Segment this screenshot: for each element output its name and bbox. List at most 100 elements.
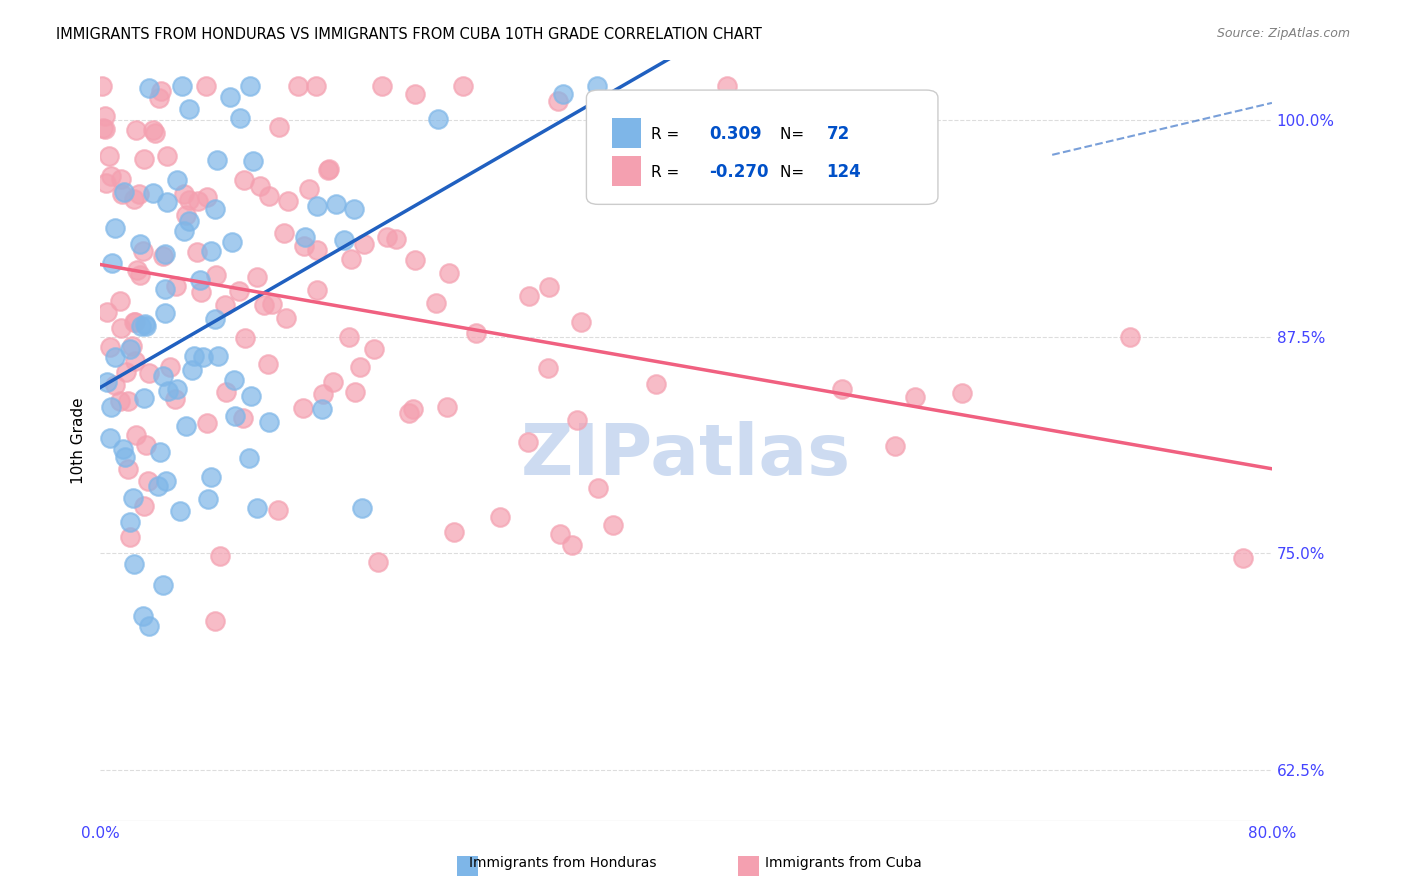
Immigrants from Honduras (294, 230, 316, 244)
Immigrants from Cuba (208, 549, 231, 563)
Immigrants from Cuba (117, 461, 139, 475)
Immigrants from Cuba (132, 500, 155, 514)
Immigrants from Cuba (645, 377, 668, 392)
Immigrants from Honduras (204, 312, 226, 326)
Immigrants from Cuba (195, 190, 218, 204)
Immigrants from Cuba (100, 169, 122, 183)
Immigrants from Cuba (292, 239, 315, 253)
Immigrants from Honduras (188, 273, 211, 287)
Immigrants from Cuba (367, 555, 389, 569)
Immigrants from Honduras (193, 350, 215, 364)
Immigrants from Cuba (569, 315, 592, 329)
Immigrants from Honduras (240, 388, 263, 402)
Immigrants from Cuba (267, 120, 290, 134)
Immigrants from Honduras (333, 233, 356, 247)
Immigrants from Cuba (292, 401, 315, 416)
Immigrants from Honduras (551, 87, 574, 101)
Text: 72: 72 (827, 125, 849, 144)
Immigrants from Cuba (93, 109, 115, 123)
Immigrants from Cuba (165, 278, 187, 293)
Immigrants from Cuba (124, 353, 146, 368)
Immigrants from Honduras (156, 384, 179, 398)
Bar (612, 155, 641, 186)
Immigrants from Cuba (124, 315, 146, 329)
Immigrants from Cuba (132, 152, 155, 166)
Immigrants from Honduras (352, 501, 374, 516)
Immigrants from Honduras (183, 349, 205, 363)
Immigrants from Honduras (325, 197, 347, 211)
Immigrants from Honduras (311, 402, 333, 417)
Text: IMMIGRANTS FROM HONDURAS VS IMMIGRANTS FROM CUBA 10TH GRADE CORRELATION CHART: IMMIGRANTS FROM HONDURAS VS IMMIGRANTS F… (56, 27, 762, 42)
Immigrants from Cuba (519, 289, 541, 303)
Immigrants from Cuba (110, 321, 132, 335)
Immigrants from Cuba (256, 357, 278, 371)
Immigrants from Cuba (150, 84, 173, 98)
Immigrants from Cuba (173, 187, 195, 202)
Immigrants from Cuba (195, 417, 218, 431)
Immigrants from Honduras (218, 90, 240, 104)
Immigrants from Honduras (200, 470, 222, 484)
Immigrants from Cuba (337, 330, 360, 344)
Immigrants from Honduras (103, 351, 125, 365)
FancyBboxPatch shape (586, 90, 938, 204)
Immigrants from Honduras (181, 363, 204, 377)
Immigrants from Honduras (166, 173, 188, 187)
Immigrants from Honduras (177, 102, 200, 116)
Immigrants from Honduras (96, 375, 118, 389)
Immigrants from Cuba (1119, 330, 1142, 344)
Immigrants from Cuba (204, 268, 226, 282)
Immigrants from Cuba (97, 149, 120, 163)
Immigrants from Honduras (242, 154, 264, 169)
Immigrants from Cuba (246, 269, 269, 284)
Immigrants from Cuba (117, 393, 139, 408)
Immigrants from Honduras (224, 409, 246, 423)
Immigrants from Cuba (436, 401, 458, 415)
Immigrants from Cuba (115, 365, 138, 379)
Immigrants from Honduras (134, 318, 156, 332)
Immigrants from Cuba (177, 193, 200, 207)
Immigrants from Cuba (259, 189, 281, 203)
Immigrants from Honduras (221, 235, 243, 249)
Immigrants from Honduras (156, 194, 179, 209)
Immigrants from Cuba (586, 481, 609, 495)
Immigrants from Honduras (427, 112, 450, 126)
Immigrants from Cuba (305, 243, 328, 257)
Immigrants from Cuba (266, 502, 288, 516)
Text: Immigrants from Cuba: Immigrants from Cuba (765, 855, 922, 870)
Immigrants from Cuba (385, 232, 408, 246)
Text: Immigrants from Honduras: Immigrants from Honduras (468, 855, 657, 870)
Immigrants from Cuba (404, 87, 426, 101)
Immigrants from Cuba (108, 293, 131, 308)
Immigrants from Cuba (138, 366, 160, 380)
Immigrants from Cuba (398, 406, 420, 420)
Immigrants from Cuba (96, 176, 118, 190)
Immigrants from Honduras (155, 247, 177, 261)
Text: -0.270: -0.270 (710, 163, 769, 181)
Immigrants from Honduras (173, 224, 195, 238)
Immigrants from Cuba (273, 226, 295, 240)
Immigrants from Honduras (100, 401, 122, 415)
Immigrants from Honduras (305, 199, 328, 213)
Immigrants from Cuba (318, 161, 340, 176)
Text: Source: ZipAtlas.com: Source: ZipAtlas.com (1216, 27, 1350, 40)
Immigrants from Cuba (98, 339, 121, 353)
Immigrants from Cuba (110, 171, 132, 186)
Immigrants from Cuba (136, 474, 159, 488)
Immigrants from Honduras (177, 214, 200, 228)
Immigrants from Cuba (145, 126, 167, 140)
Immigrants from Honduras (129, 318, 152, 333)
Immigrants from Honduras (121, 491, 143, 506)
Immigrants from Honduras (205, 153, 228, 167)
Immigrants from Cuba (322, 375, 344, 389)
Immigrants from Cuba (884, 439, 907, 453)
Immigrants from Cuba (194, 78, 217, 93)
Immigrants from Cuba (204, 614, 226, 628)
Immigrants from Cuba (174, 208, 197, 222)
Immigrants from Honduras (122, 558, 145, 572)
Immigrants from Honduras (246, 500, 269, 515)
Immigrants from Cuba (121, 339, 143, 353)
Immigrants from Cuba (561, 538, 583, 552)
Immigrants from Cuba (547, 95, 569, 109)
Immigrants from Cuba (538, 280, 561, 294)
Immigrants from Cuba (437, 267, 460, 281)
